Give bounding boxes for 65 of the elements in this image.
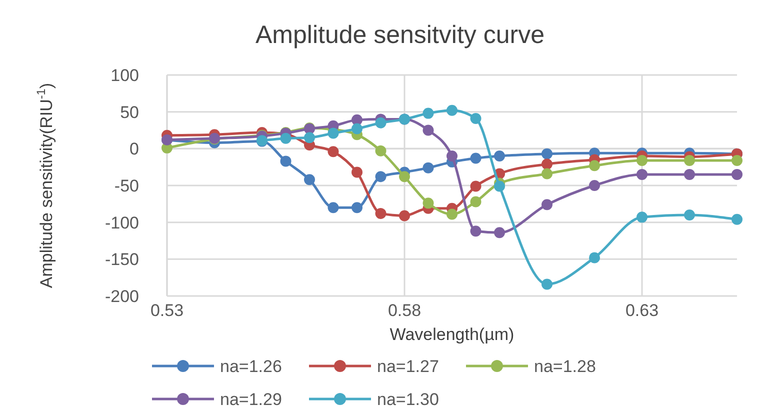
point: [494, 227, 505, 238]
y-tick-label: -100: [104, 213, 139, 232]
point: [280, 132, 292, 144]
point: [399, 171, 410, 182]
point: [304, 132, 315, 144]
point: [636, 168, 648, 180]
point: [304, 174, 315, 186]
legend-label: na=1.30: [377, 390, 439, 409]
y-tick-label: 0: [130, 140, 139, 159]
point: [352, 123, 362, 134]
legend-label: na=1.27: [377, 356, 439, 376]
point: [422, 108, 434, 119]
legend-label: na=1.26: [220, 356, 282, 376]
point: [446, 208, 458, 220]
point: [446, 104, 458, 116]
point: [732, 168, 742, 180]
y-tick-label: -50: [114, 176, 139, 196]
x-axis-title: Wavelength(µm): [390, 325, 514, 344]
point: [375, 208, 386, 219]
point: [589, 252, 600, 264]
point: [470, 112, 482, 124]
point: [375, 171, 386, 182]
point: [470, 226, 482, 237]
point: [589, 180, 600, 191]
point: [280, 156, 292, 167]
point: [636, 212, 648, 223]
point: [328, 146, 339, 158]
point: [636, 154, 648, 166]
point: [494, 150, 505, 162]
point: [422, 162, 434, 174]
point: [328, 202, 339, 214]
legend-label: na=1.29: [220, 390, 282, 409]
point: [732, 154, 742, 166]
x-tick-label: 0.63: [625, 301, 659, 320]
y-tick-label: -150: [104, 250, 139, 270]
point: [352, 202, 362, 214]
point: [422, 124, 434, 136]
point: [542, 199, 552, 210]
point: [542, 148, 552, 160]
point: [328, 128, 339, 139]
chart-title: Amplitude sensitvity curve: [255, 21, 545, 49]
y-tick-label: -200: [104, 286, 139, 306]
point: [399, 210, 410, 222]
point: [542, 158, 552, 170]
x-tick-label: 0.58: [388, 301, 422, 320]
point: [375, 145, 386, 156]
point: [470, 152, 482, 164]
legend-label: na=1.28: [534, 356, 596, 376]
point: [470, 180, 482, 192]
point: [732, 214, 742, 225]
point: [684, 209, 695, 220]
point: [542, 278, 552, 290]
point: [422, 198, 434, 209]
y-tick-label: 50: [120, 102, 139, 122]
point: [352, 166, 362, 178]
point: [375, 117, 386, 128]
y-tick-label: 100: [110, 66, 139, 85]
point: [589, 160, 600, 172]
point: [446, 150, 458, 162]
x-tick-label: 0.53: [150, 301, 184, 320]
point: [684, 168, 695, 180]
point: [494, 180, 505, 192]
point: [470, 196, 482, 208]
point: [542, 168, 552, 180]
point: [684, 154, 695, 166]
